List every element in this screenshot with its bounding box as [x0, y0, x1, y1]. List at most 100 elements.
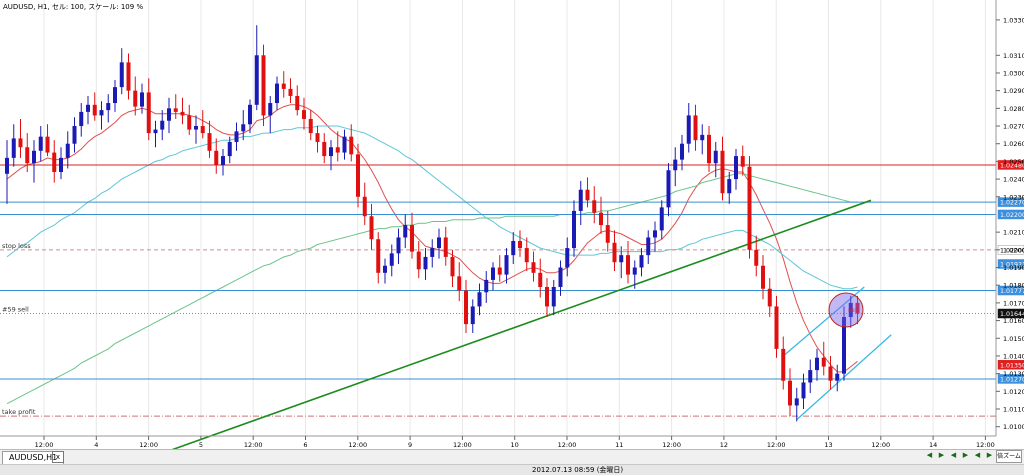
candle-body	[214, 150, 219, 165]
candle-body	[52, 152, 57, 173]
candle-body	[815, 357, 819, 371]
candle-body	[740, 156, 745, 167]
candle-body	[450, 256, 455, 277]
y-tick-label: 1.02500	[1003, 158, 1024, 166]
candle-body	[342, 136, 347, 153]
candle-body	[126, 62, 131, 91]
candle-body	[254, 55, 259, 105]
y-tick-label: 1.03100	[1003, 52, 1024, 60]
candle-body	[72, 126, 77, 144]
candle-body	[491, 267, 495, 280]
chart-grid	[43, 0, 986, 436]
x-tick-label: 4	[94, 441, 98, 449]
y-tick-label: 1.02000	[1003, 246, 1024, 254]
candle-body	[349, 136, 354, 155]
candle-body	[241, 124, 246, 132]
x-tick-label: 5	[199, 441, 203, 449]
candle-body	[767, 288, 772, 307]
candle-body	[599, 212, 603, 226]
y-tick-label: 1.01300	[1003, 370, 1024, 378]
zoom-button[interactable]: 倍ズーム	[996, 450, 1022, 463]
candle-body	[146, 92, 151, 134]
scroll-right-icon[interactable]: ▶	[962, 451, 969, 459]
candle-body	[693, 115, 698, 141]
y-tick-label: 1.02600	[1003, 140, 1024, 148]
price-tag	[997, 160, 1024, 170]
scroll-right-icon[interactable]: ▶	[938, 451, 945, 459]
scroll-left-icon[interactable]: ◀	[974, 451, 981, 459]
candle-body	[106, 103, 111, 111]
sell-circle	[828, 292, 864, 328]
price-tag-label: 1.02200	[1000, 212, 1024, 219]
tab-close-icon[interactable]: x	[52, 451, 64, 463]
candle-body	[180, 111, 185, 116]
candle-body	[700, 134, 705, 141]
candle-body	[605, 225, 610, 243]
status-bar: 2012.07.13 08:59 (金曜日)	[0, 464, 1024, 475]
candle-body	[632, 267, 637, 275]
scroll-left-icon[interactable]: ◀	[926, 451, 933, 459]
y-tick-label: 1.02900	[1003, 87, 1024, 95]
candle-body	[99, 110, 104, 116]
y-tick-label: 1.01500	[1003, 335, 1024, 343]
price-tag-label: 1.01921	[1000, 261, 1024, 268]
candle-body	[261, 55, 266, 116]
x-tick-label: 12:00	[35, 441, 54, 449]
price-tag	[997, 259, 1024, 269]
ma-line-slow	[6, 173, 858, 405]
candle-body	[268, 103, 273, 116]
candle-body	[227, 141, 232, 157]
candle-body	[673, 159, 678, 171]
candle-body	[626, 255, 630, 275]
scroll-right-icon[interactable]: ▶	[986, 451, 993, 459]
x-tick-label: 12:00	[558, 441, 577, 449]
scroll-left-icon[interactable]: ◀	[950, 451, 957, 459]
y-tick-label: 1.01600	[1003, 317, 1024, 325]
price-tag	[997, 360, 1024, 370]
candle-body	[707, 134, 711, 164]
candle-body	[504, 255, 509, 275]
candle-body	[221, 156, 225, 165]
price-tag	[997, 197, 1024, 207]
price-tag	[997, 308, 1024, 319]
candle-body	[11, 138, 16, 158]
candle-body	[855, 302, 860, 314]
candle-body	[639, 255, 644, 268]
price-tag-label: 1.01644	[1000, 311, 1024, 318]
candle-body	[173, 108, 178, 112]
y-tick-label: 1.02700	[1003, 123, 1024, 131]
sell-marker-label: sell	[848, 307, 858, 314]
candle-body	[437, 237, 441, 249]
candle-body	[443, 237, 448, 257]
candle-body	[761, 265, 765, 289]
y-tick-label: 1.03000	[1003, 69, 1024, 77]
candle-body	[356, 154, 360, 197]
level-label: #59 sell	[2, 306, 29, 314]
x-tick-label: 12	[720, 441, 728, 449]
candle-body	[511, 240, 516, 256]
chart-tab-bar: AUDUSD,H1 x	[0, 449, 1024, 465]
level-label: stop loss	[2, 242, 31, 250]
candle-body	[416, 251, 421, 270]
candle-body	[187, 115, 192, 130]
candle-body	[5, 157, 9, 174]
candle-body	[659, 207, 664, 231]
candle-body	[713, 150, 718, 164]
candle-body	[403, 225, 408, 238]
candle-body	[302, 110, 306, 119]
candle-body	[477, 292, 482, 307]
candle-body	[140, 92, 144, 107]
candle-body	[295, 95, 300, 111]
status-datetime: 2012.07.13 08:59 (金曜日)	[532, 466, 624, 474]
candle-body	[538, 272, 543, 287]
candle-body	[646, 237, 651, 256]
candle-body	[774, 306, 779, 349]
sell-marker: sell	[828, 292, 864, 328]
candle-body	[396, 237, 401, 254]
price-axis: 1.03300 1.03100 1.03000 1.02900 1.02800 1.027…	[996, 16, 1024, 431]
candle-body	[808, 370, 813, 383]
candle-body	[281, 83, 286, 89]
y-tick-label: 1.01100	[1003, 406, 1024, 414]
y-tick-label: 1.01700	[1003, 299, 1024, 307]
